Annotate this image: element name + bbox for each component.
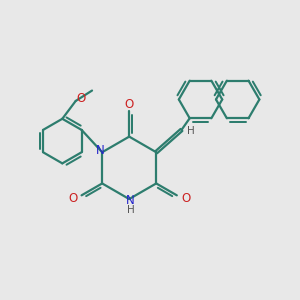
Text: O: O [124,98,134,111]
Text: H: H [127,205,135,215]
Text: H: H [187,126,195,136]
Text: N: N [96,144,105,157]
Text: O: O [76,92,86,105]
Text: O: O [181,192,190,206]
Text: O: O [68,192,77,206]
Text: N: N [126,194,135,207]
